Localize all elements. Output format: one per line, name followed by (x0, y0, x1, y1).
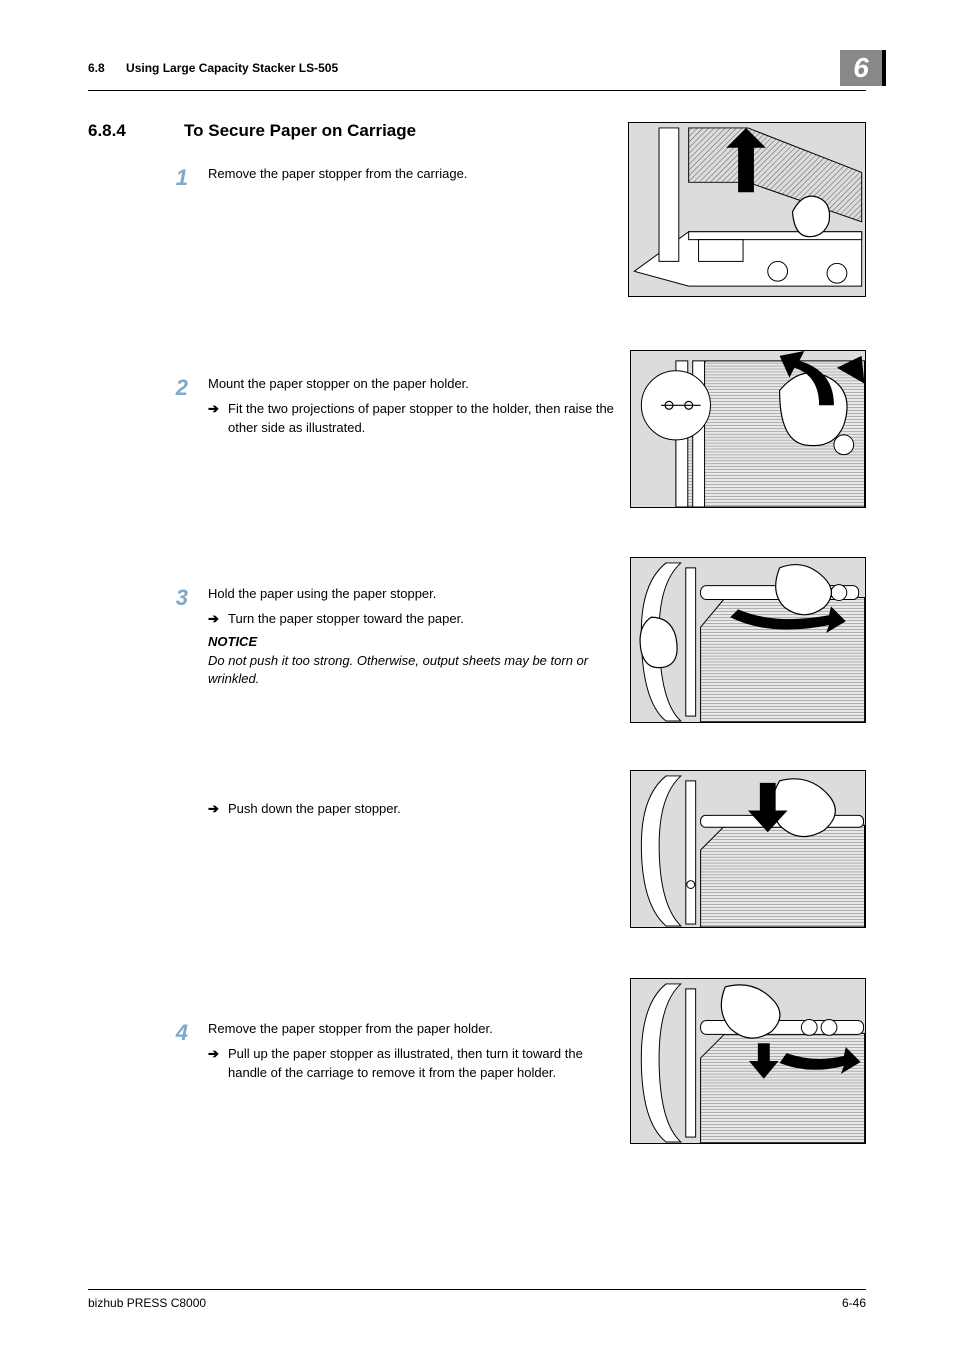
step-3b-bullet-1: ➔ Push down the paper stopper. (208, 800, 616, 819)
step-1-text: Remove the paper stopper from the carria… (208, 165, 616, 184)
step-3b-bullet-1-text: Push down the paper stopper. (228, 800, 616, 819)
notice-label: NOTICE (208, 633, 616, 652)
figure-step-3b (630, 770, 866, 928)
step-3b-number (160, 800, 208, 1010)
step-2-bullet-1: ➔ Fit the two projections of paper stopp… (208, 400, 616, 438)
figure-step-1 (628, 122, 866, 297)
step-4-text: Remove the paper stopper from the paper … (208, 1020, 616, 1039)
step-3-bullet-1-text: Turn the paper stopper toward the paper. (228, 610, 616, 629)
figure-step-3a (630, 557, 866, 723)
arrow-icon: ➔ (208, 610, 228, 629)
chapter-badge: 6 (840, 50, 886, 86)
notice-text: Do not push it too strong. Otherwise, ou… (208, 652, 616, 690)
footer-page-number: 6-46 (842, 1296, 866, 1310)
step-2-bullet-1-text: Fit the two projections of paper stopper… (228, 400, 616, 438)
figure-step-4 (630, 978, 866, 1144)
step-4-bullet-1-text: Pull up the paper stopper as illustrated… (228, 1045, 616, 1083)
step-3-number: 3 (160, 585, 208, 790)
header-left: 6.8 Using Large Capacity Stacker LS-505 (88, 61, 338, 75)
figure-step-2 (630, 350, 866, 508)
step-3-text: Hold the paper using the paper stopper. (208, 585, 616, 604)
arrow-icon: ➔ (208, 400, 228, 438)
header-section-number: 6.8 (88, 61, 105, 75)
step-4-bullet-1: ➔ Pull up the paper stopper as illustrat… (208, 1045, 616, 1083)
header-section-text: Using Large Capacity Stacker LS-505 (126, 61, 338, 75)
step-3-bullet-1: ➔ Turn the paper stopper toward the pape… (208, 610, 616, 629)
section-number: 6.8.4 (88, 121, 184, 141)
arrow-icon: ➔ (208, 800, 228, 819)
step-2-number: 2 (160, 375, 208, 575)
step-2-text: Mount the paper stopper on the paper hol… (208, 375, 616, 394)
page-header: 6.8 Using Large Capacity Stacker LS-505 … (88, 50, 866, 91)
footer-product: bizhub PRESS C8000 (88, 1296, 206, 1310)
step-4-number: 4 (160, 1020, 208, 1200)
page-footer: bizhub PRESS C8000 6-46 (88, 1289, 866, 1310)
arrow-icon: ➔ (208, 1045, 228, 1083)
section-title: To Secure Paper on Carriage (184, 121, 416, 141)
step-1-number: 1 (160, 165, 208, 365)
